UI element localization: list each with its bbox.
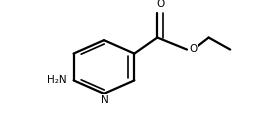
Text: O: O	[189, 44, 197, 54]
Text: O: O	[156, 0, 164, 9]
Text: N: N	[102, 95, 109, 105]
Text: H₂N: H₂N	[47, 75, 67, 85]
